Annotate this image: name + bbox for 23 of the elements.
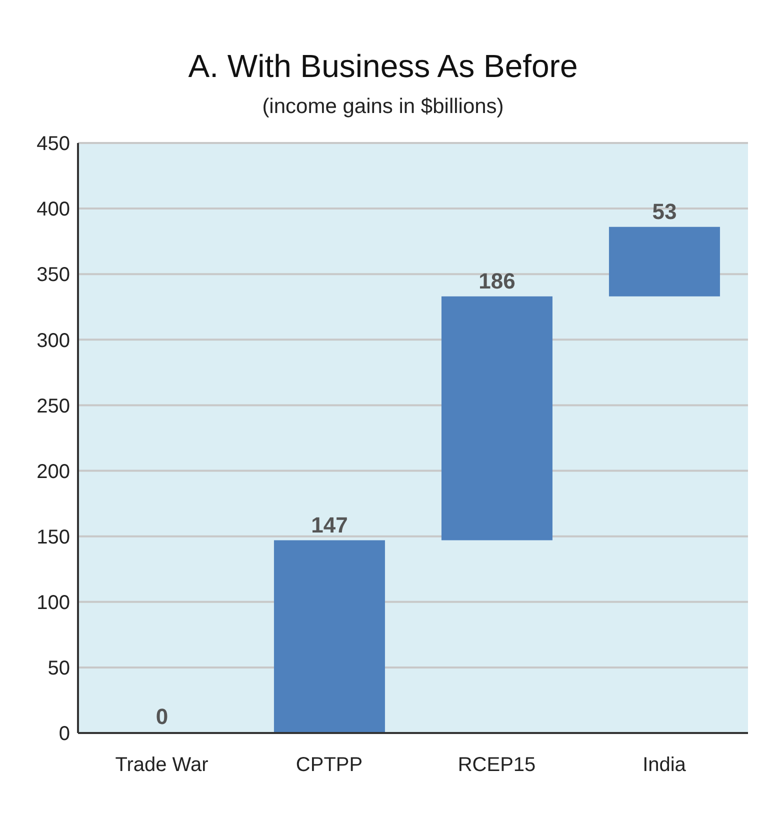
x-tick-label: India bbox=[642, 754, 687, 776]
y-tick-label: 50 bbox=[48, 658, 70, 680]
y-tick-label: 0 bbox=[58, 723, 70, 746]
y-tick-label: 150 bbox=[36, 526, 70, 548]
y-tick-label: 100 bbox=[36, 592, 70, 614]
bar bbox=[441, 296, 552, 540]
y-tick-label: 250 bbox=[36, 395, 70, 418]
y-tick-label: 200 bbox=[36, 460, 70, 483]
data-label: 147 bbox=[311, 512, 348, 538]
y-tick-label: 300 bbox=[36, 330, 70, 352]
data-label: 0 bbox=[156, 704, 168, 729]
x-tick-label: RCEP15 bbox=[458, 754, 536, 776]
bar bbox=[274, 540, 385, 733]
bar bbox=[608, 226, 720, 296]
data-label: 186 bbox=[478, 268, 516, 294]
x-tick-label: Trade War bbox=[115, 754, 209, 776]
x-tick-label: CPTPP bbox=[296, 754, 363, 776]
data-label: 53 bbox=[652, 198, 677, 224]
y-tick-label: 400 bbox=[36, 198, 70, 221]
chart-subtitle: (income gains in $billions) bbox=[261, 95, 505, 119]
chart-title: A. With Business As Before bbox=[187, 47, 579, 85]
y-tick-label: 350 bbox=[36, 264, 70, 286]
y-tick-label: 450 bbox=[36, 133, 70, 156]
